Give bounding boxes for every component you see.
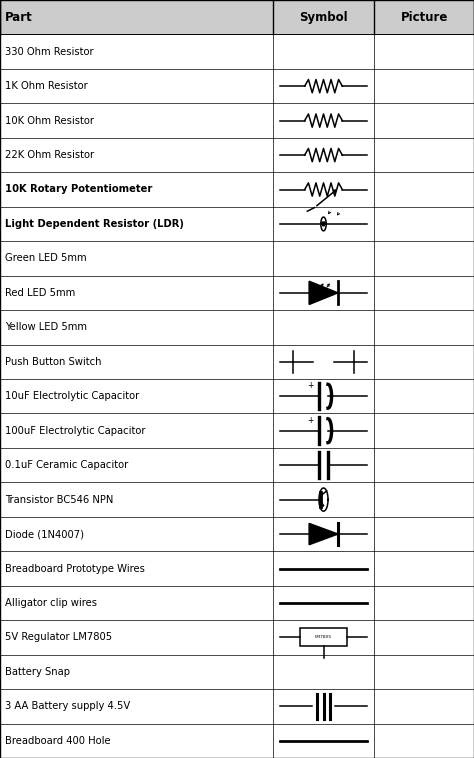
Text: 100uF Electrolytic Capacitor: 100uF Electrolytic Capacitor xyxy=(5,426,145,436)
Text: 10K Ohm Resistor: 10K Ohm Resistor xyxy=(5,115,94,126)
Bar xyxy=(0,482,474,517)
Text: Push Button Switch: Push Button Switch xyxy=(5,357,101,367)
Bar xyxy=(300,628,347,647)
Text: 1K Ohm Resistor: 1K Ohm Resistor xyxy=(5,81,88,91)
Text: Yellow LED 5mm: Yellow LED 5mm xyxy=(5,322,87,332)
Text: Diode (1N4007): Diode (1N4007) xyxy=(5,529,84,539)
Bar xyxy=(0,241,474,276)
Text: Green LED 5mm: Green LED 5mm xyxy=(5,253,86,264)
Bar xyxy=(0,172,474,207)
Bar xyxy=(0,310,474,345)
Bar xyxy=(0,620,474,655)
Text: Breadboard Prototype Wires: Breadboard Prototype Wires xyxy=(5,563,145,574)
Text: Light Dependent Resistor (LDR): Light Dependent Resistor (LDR) xyxy=(5,219,183,229)
Text: Symbol: Symbol xyxy=(299,11,348,23)
Bar xyxy=(0,689,474,724)
Bar xyxy=(0,448,474,482)
Text: +: + xyxy=(307,381,313,390)
Text: +: + xyxy=(307,415,313,424)
Bar xyxy=(0,207,474,241)
Text: 22K Ohm Resistor: 22K Ohm Resistor xyxy=(5,150,94,160)
Text: Transistor BC546 NPN: Transistor BC546 NPN xyxy=(5,494,113,505)
Bar xyxy=(0,276,474,310)
Text: Battery Snap: Battery Snap xyxy=(5,667,70,677)
Bar xyxy=(0,345,474,379)
Text: 10uF Electrolytic Capacitor: 10uF Electrolytic Capacitor xyxy=(5,391,139,401)
Bar xyxy=(0,586,474,620)
Text: 3 AA Battery supply 4.5V: 3 AA Battery supply 4.5V xyxy=(5,701,130,711)
Text: Part: Part xyxy=(5,11,33,23)
Polygon shape xyxy=(309,524,338,545)
Text: 5V Regulator LM7805: 5V Regulator LM7805 xyxy=(5,632,112,643)
Polygon shape xyxy=(309,281,338,305)
Bar xyxy=(0,655,474,689)
Bar xyxy=(0,69,474,103)
Bar xyxy=(0,413,474,448)
Bar xyxy=(0,138,474,172)
Bar xyxy=(0,0,474,34)
Bar xyxy=(0,379,474,413)
Text: 0.1uF Ceramic Capacitor: 0.1uF Ceramic Capacitor xyxy=(5,460,128,470)
Bar xyxy=(0,103,474,138)
Bar xyxy=(0,724,474,758)
Text: Picture: Picture xyxy=(401,11,448,23)
Text: Breadboard 400 Hole: Breadboard 400 Hole xyxy=(5,736,110,746)
Text: 330 Ohm Resistor: 330 Ohm Resistor xyxy=(5,47,93,57)
Text: Red LED 5mm: Red LED 5mm xyxy=(5,288,75,298)
Text: LM7805: LM7805 xyxy=(315,635,332,640)
Bar xyxy=(0,551,474,586)
Text: 10K Rotary Potentiometer: 10K Rotary Potentiometer xyxy=(5,184,152,195)
Bar xyxy=(0,517,474,551)
Text: Alligator clip wires: Alligator clip wires xyxy=(5,598,97,608)
Bar xyxy=(0,34,474,69)
